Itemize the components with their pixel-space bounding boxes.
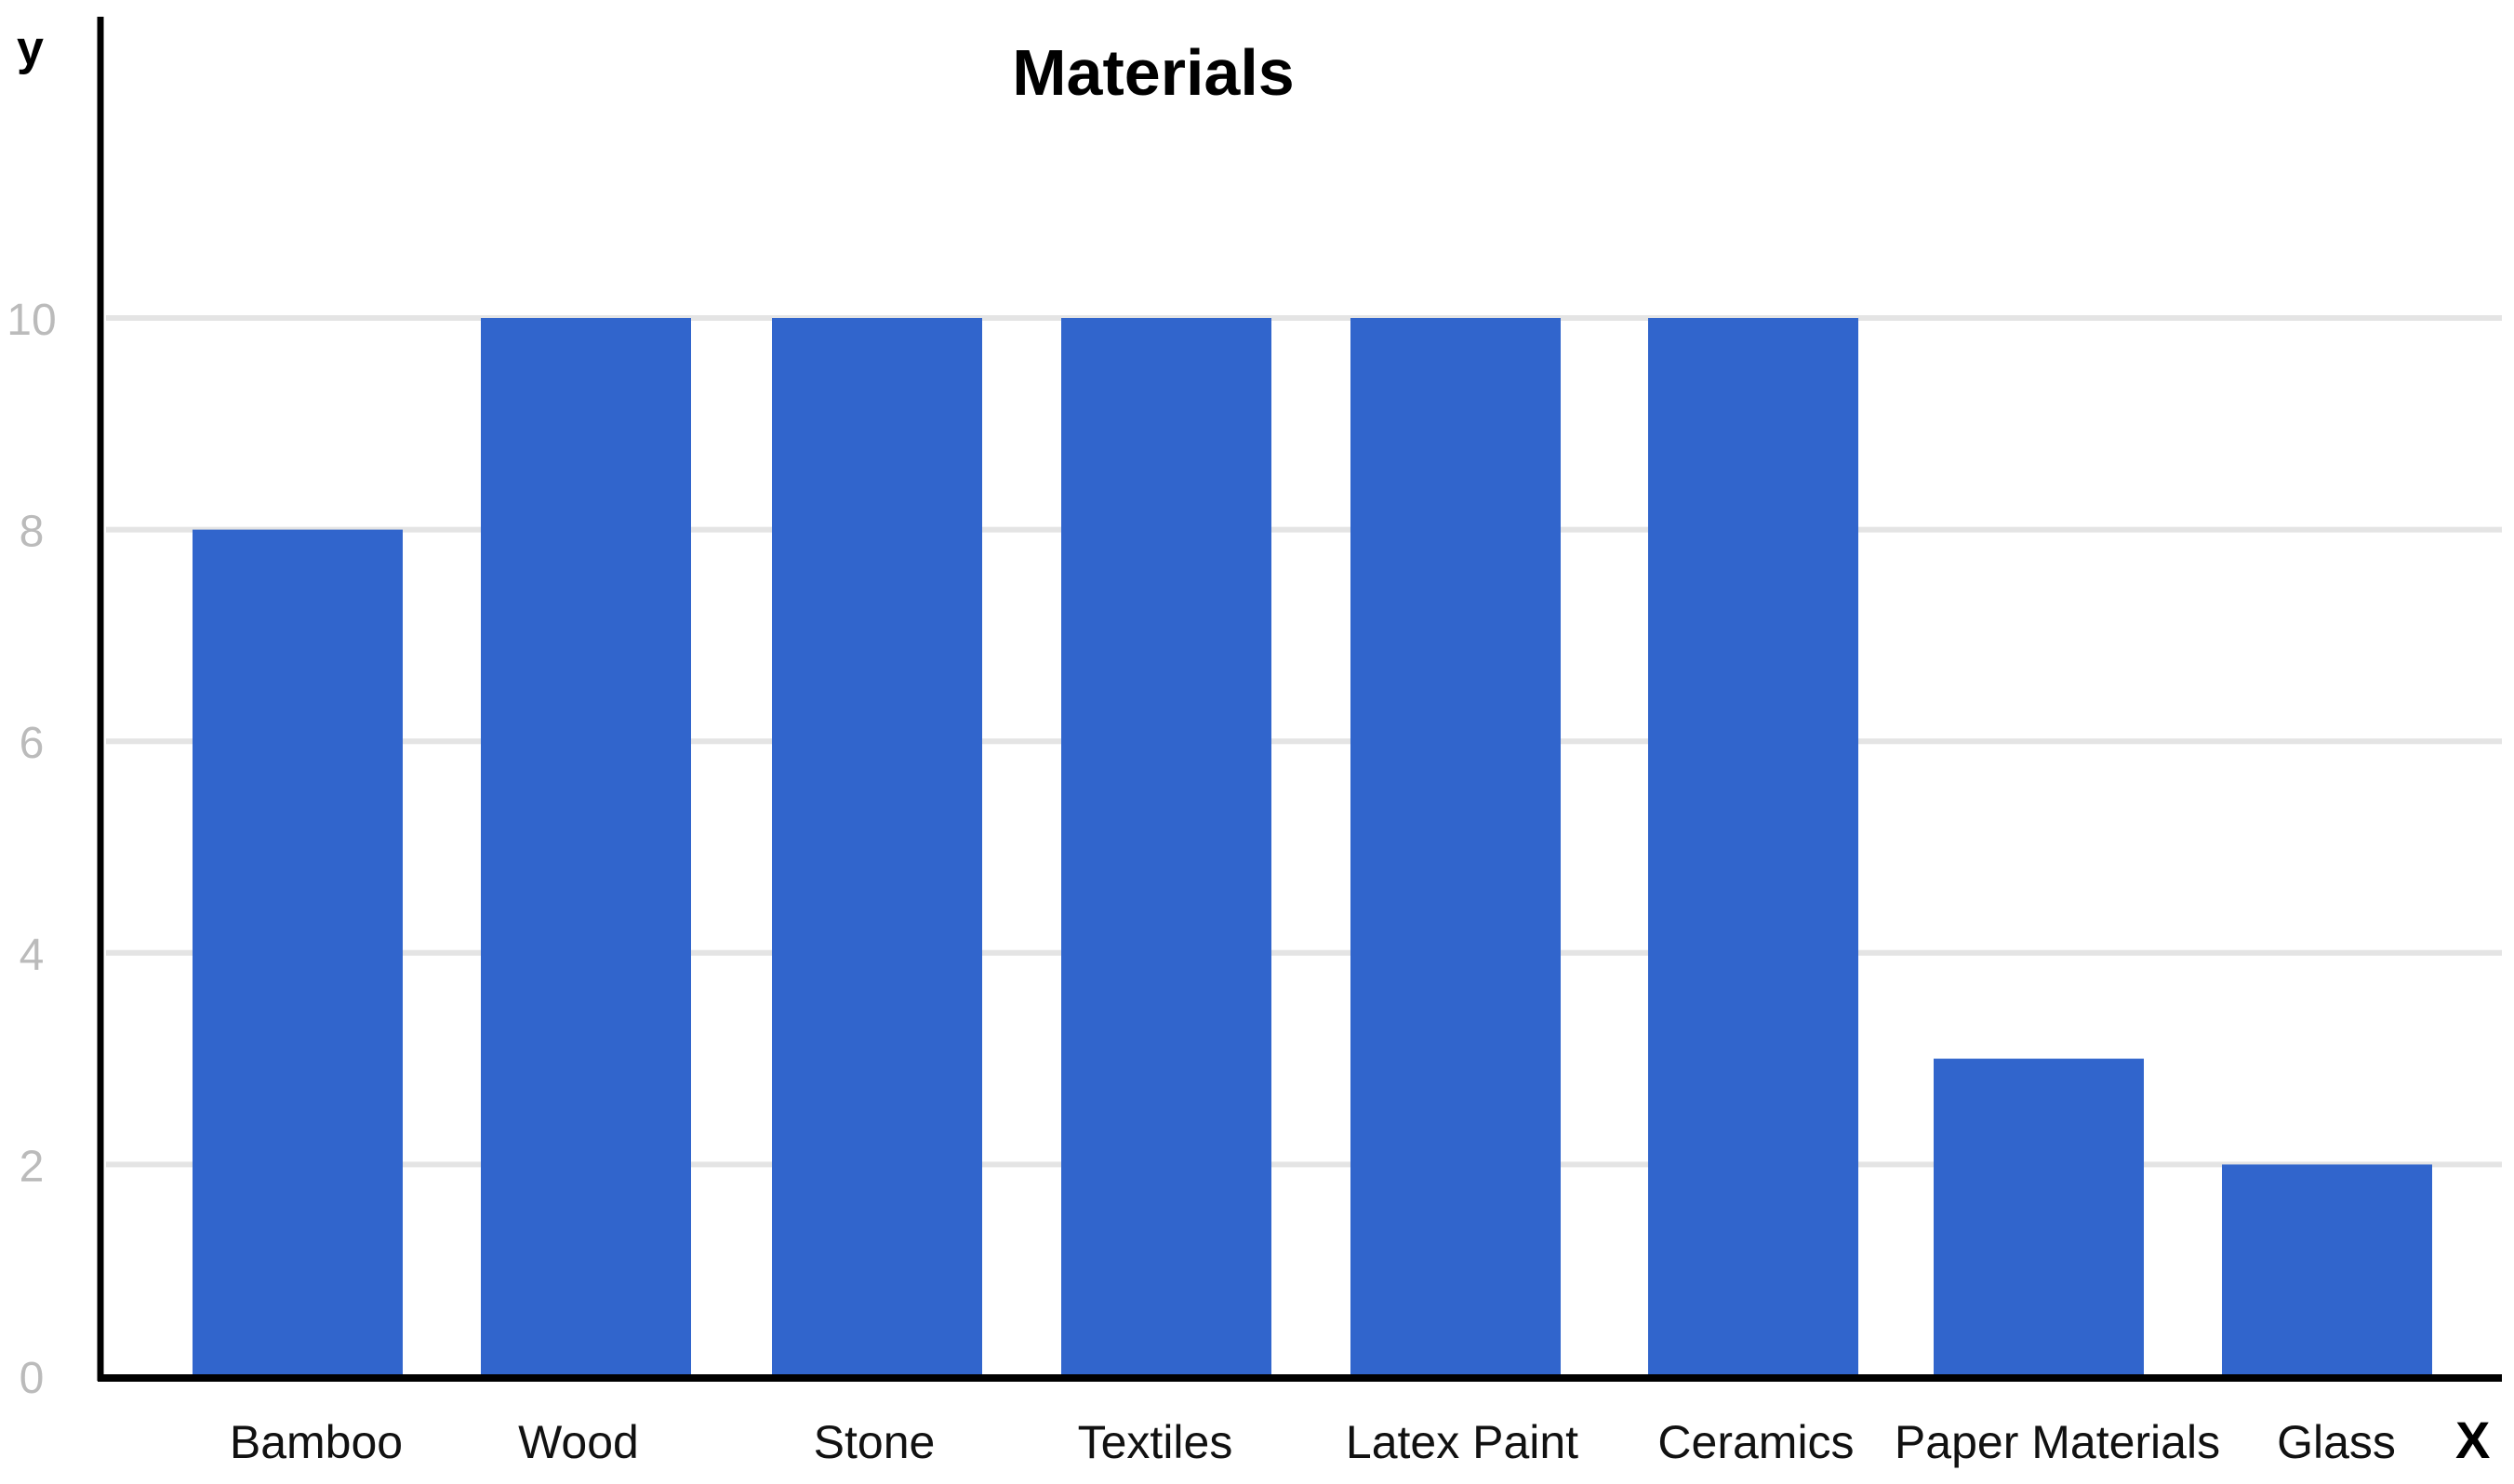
y-tick-label: 0 <box>20 1354 45 1403</box>
x-tick-label: Glass <box>2277 1416 2396 1468</box>
bar-ceramics <box>1648 318 1858 1376</box>
bar-bamboo <box>193 529 403 1376</box>
x-axis-label: X <box>2455 1411 2491 1469</box>
x-tick-label: Wood <box>518 1416 639 1468</box>
y-tick-label: 4 <box>20 931 45 980</box>
x-tick-label: Stone <box>814 1416 936 1468</box>
chart-title: Materials <box>1012 36 1295 109</box>
bar-wood <box>481 318 691 1376</box>
bar-paper-materials <box>1934 1058 2144 1376</box>
y-tick-label: 2 <box>20 1142 45 1191</box>
x-tick-label: Latex Paint <box>1346 1416 1578 1468</box>
y-tick-label: 10 <box>7 296 56 345</box>
x-tick-label: Textiles <box>1078 1416 1233 1468</box>
x-tick-label: Paper Materials <box>1895 1416 2220 1468</box>
y-tick-label: 6 <box>20 719 45 768</box>
bar-stone <box>772 318 982 1376</box>
bar-glass <box>2222 1164 2432 1376</box>
y-tick-label: 8 <box>20 508 45 557</box>
bar-textiles <box>1061 318 1271 1376</box>
x-tick-label: Bamboo <box>230 1416 403 1468</box>
x-tick-label: Ceramics <box>1657 1416 1854 1468</box>
bar-latex-paint <box>1350 318 1561 1376</box>
y-axis-label: y <box>17 21 44 75</box>
